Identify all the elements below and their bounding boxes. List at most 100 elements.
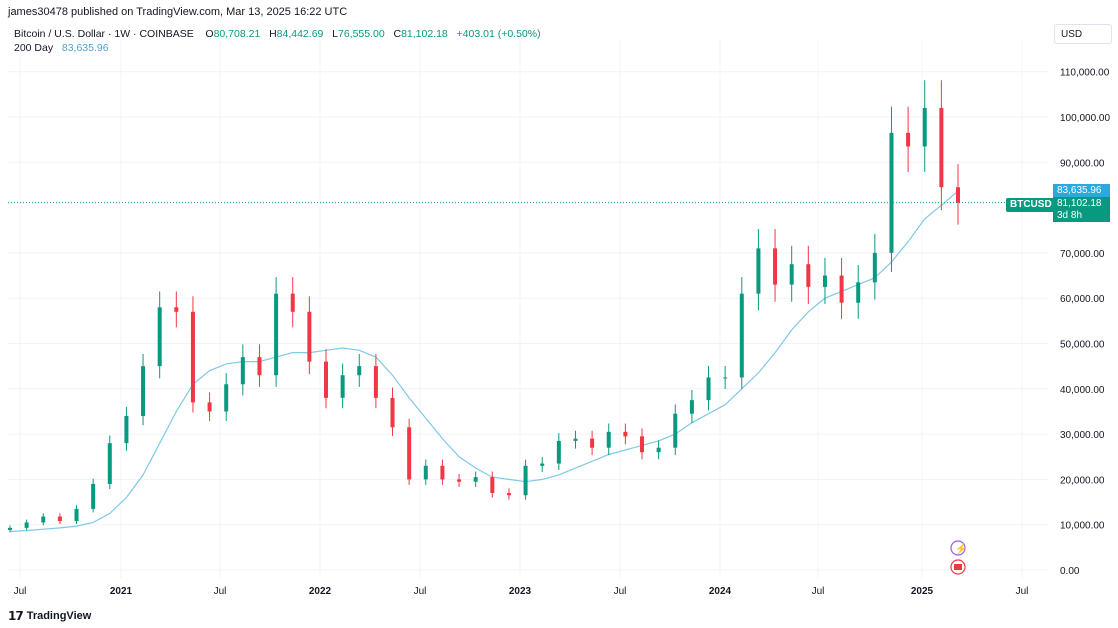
candle-body <box>190 311 195 403</box>
candle-body <box>590 438 595 448</box>
candle-body <box>307 311 312 362</box>
candle-body <box>91 483 96 509</box>
events-icons[interactable]: ⚡ <box>950 540 967 575</box>
lightning-icon[interactable] <box>950 540 966 556</box>
candle-body <box>224 384 229 412</box>
price-tick-label: 100,000.00 <box>1060 113 1110 124</box>
candle-body <box>606 431 611 448</box>
candle-body <box>41 516 46 523</box>
candle-body <box>157 307 162 367</box>
grid <box>8 40 1048 578</box>
price-tick-label: 30,000.00 <box>1060 430 1105 441</box>
time-tick-label: Jul <box>14 586 27 597</box>
candle-body <box>789 264 794 285</box>
candle-body <box>656 447 661 453</box>
candle-body <box>623 431 628 437</box>
published-header: james30478 published on TradingView.com,… <box>8 6 348 18</box>
candle-body <box>689 400 694 414</box>
time-tick-label: Jul <box>414 586 427 597</box>
symbol-tag: BTCUSD <box>1006 198 1056 212</box>
candle-body <box>956 187 960 203</box>
candle-body <box>257 357 262 376</box>
ma-value: 83,635.96 <box>61 42 109 54</box>
time-tick-label: 2024 <box>709 586 732 597</box>
candle-body <box>806 264 811 287</box>
candle-body <box>240 357 245 385</box>
moving-average-line <box>9 190 959 533</box>
high-label: H <box>269 28 277 40</box>
candle-body <box>407 427 412 480</box>
candle-body <box>124 415 129 444</box>
tradingview-logo-text: TradingView <box>26 610 92 622</box>
candle-body <box>723 377 728 379</box>
time-axis[interactable]: Jul 2021 Jul 2022 Jul 2023 Jul 2024 Jul 2025 Jul <box>14 586 1029 597</box>
candle-body <box>673 413 678 448</box>
tradingview-logo-icon: 𝟭𝟳 <box>8 609 24 623</box>
candlesticks <box>8 80 960 533</box>
tradingview-logo[interactable]: 𝟭𝟳 TradingView <box>8 609 91 623</box>
time-tick-label: Jul <box>1016 586 1029 597</box>
candle-body <box>357 366 362 376</box>
ohlc-row: Bitcoin / U.S. Dollar · 1W · COINBASE O8… <box>14 27 541 41</box>
time-tick-label: 2023 <box>509 586 532 597</box>
candle-body <box>440 465 445 480</box>
candle-body <box>174 307 179 312</box>
candle-body <box>324 361 328 398</box>
price-tick-label: 20,000.00 <box>1060 475 1105 486</box>
chart-legend: Bitcoin / U.S. Dollar · 1W · COINBASE O8… <box>14 27 541 55</box>
candle-body <box>556 440 561 464</box>
price-tick-label: 70,000.00 <box>1060 249 1105 260</box>
close-value: 81,102.18 <box>401 28 448 40</box>
ma-price-label: 83,635.96 <box>1053 184 1110 197</box>
low-label: L <box>332 28 338 40</box>
candle-body <box>706 377 711 401</box>
price-tick-label: 0.00 <box>1060 566 1080 577</box>
candle-body <box>107 443 112 484</box>
candle-body <box>872 252 877 283</box>
candle-body <box>57 516 62 522</box>
candle-body <box>274 293 279 376</box>
time-tick-label: Jul <box>214 586 227 597</box>
price-tick-label: 110,000.00 <box>1060 68 1110 79</box>
low-value: 76,555.00 <box>337 28 385 40</box>
candle-body <box>8 527 12 530</box>
time-tick-label: 2021 <box>110 586 133 597</box>
candle-body <box>573 438 578 441</box>
candle-body <box>939 107 944 188</box>
candle-body <box>340 375 345 398</box>
lightning-glyph: ⚡ <box>955 542 967 555</box>
candle-body <box>506 492 511 496</box>
price-tick-label: 90,000.00 <box>1060 158 1105 169</box>
symbol-label[interactable]: Bitcoin / U.S. Dollar · 1W · COINBASE <box>14 28 194 40</box>
candle-body <box>640 436 644 453</box>
close-label: C <box>393 28 402 40</box>
candle-body <box>74 508 79 522</box>
price-axis[interactable]: 110,000.00 100,000.00 90,000.00 70,000.00 60… <box>1060 68 1110 577</box>
currency-selector[interactable]: USD <box>1054 24 1112 44</box>
flag-us-glyph <box>954 564 962 570</box>
candle-body <box>490 477 495 493</box>
ma-label[interactable]: 200 Day <box>14 42 54 54</box>
candle-body <box>922 107 927 147</box>
ma-polyline <box>9 190 959 533</box>
price-tick-label: 60,000.00 <box>1060 294 1105 305</box>
change-value: +403.01 (+0.50%) <box>456 28 541 40</box>
candle-body <box>906 132 911 147</box>
high-value: 84,442.69 <box>276 28 324 40</box>
countdown-label: 3d 8h <box>1053 210 1110 222</box>
last-price-label: 81,102.18 <box>1053 197 1110 210</box>
time-tick-label: Jul <box>614 586 627 597</box>
price-tick-label: 40,000.00 <box>1060 385 1105 396</box>
price-tick-label: 10,000.00 <box>1060 521 1105 532</box>
candle-body <box>756 248 761 294</box>
candle-body <box>24 522 29 528</box>
candle-body <box>839 275 844 303</box>
candle-body <box>473 477 478 482</box>
time-tick-label: 2022 <box>309 586 332 597</box>
candle-body <box>423 465 428 480</box>
candle-body <box>373 366 378 398</box>
price-tick-label: 50,000.00 <box>1060 340 1105 351</box>
time-tick-label: Jul <box>812 586 825 597</box>
candle-body <box>540 463 545 466</box>
